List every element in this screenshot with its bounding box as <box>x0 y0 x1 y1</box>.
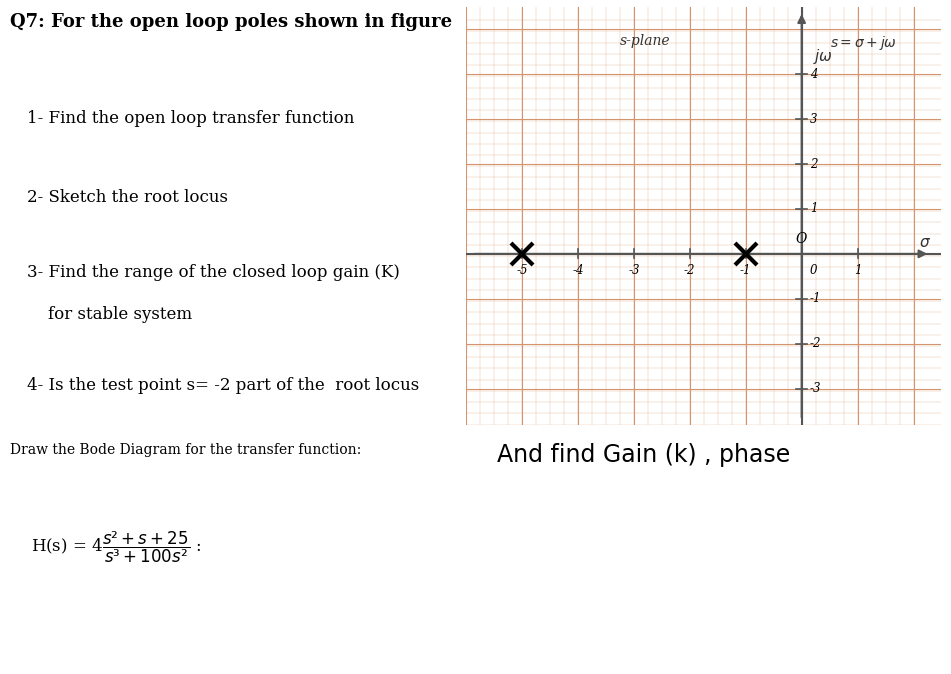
Text: 3- Find the range of the closed loop gain (K): 3- Find the range of the closed loop gai… <box>28 264 400 281</box>
Text: -3: -3 <box>628 264 640 277</box>
Text: 1: 1 <box>854 264 862 277</box>
Text: -5: -5 <box>516 264 528 277</box>
Text: $s=\sigma+j\omega$: $s=\sigma+j\omega$ <box>829 34 897 52</box>
Text: $\sigma$: $\sigma$ <box>919 236 931 249</box>
Text: s-plane: s-plane <box>620 34 670 48</box>
Text: And find Gain (k) , phase: And find Gain (k) , phase <box>496 443 790 468</box>
Text: 1- Find the open loop transfer function: 1- Find the open loop transfer function <box>28 110 355 127</box>
Text: 2: 2 <box>810 158 818 171</box>
Text: $j\omega$: $j\omega$ <box>813 47 833 66</box>
Text: 3: 3 <box>810 113 818 125</box>
Text: Q7: For the open loop poles shown in figure: Q7: For the open loop poles shown in fig… <box>10 13 452 32</box>
Text: 0: 0 <box>810 264 818 277</box>
Text: 4: 4 <box>810 67 818 81</box>
Text: -2: -2 <box>810 337 822 350</box>
Text: O: O <box>796 232 807 246</box>
Text: -4: -4 <box>573 264 584 277</box>
Text: 1: 1 <box>810 202 818 216</box>
Text: -3: -3 <box>810 382 822 395</box>
Text: -2: -2 <box>684 264 695 277</box>
Text: -1: -1 <box>740 264 751 277</box>
Text: H(s) = 4$\dfrac{s² + s + 25}{s³ + 100s²}$ :: H(s) = 4$\dfrac{s² + s + 25}{s³ + 100s²}… <box>31 530 202 565</box>
Text: for stable system: for stable system <box>28 306 192 323</box>
Text: -1: -1 <box>810 293 822 305</box>
Text: 4- Is the test point s= -2 part of the  root locus: 4- Is the test point s= -2 part of the r… <box>28 377 419 394</box>
Text: 2- Sketch the root locus: 2- Sketch the root locus <box>28 189 228 206</box>
Text: Draw the Bode Diagram for the transfer function:: Draw the Bode Diagram for the transfer f… <box>10 443 360 458</box>
